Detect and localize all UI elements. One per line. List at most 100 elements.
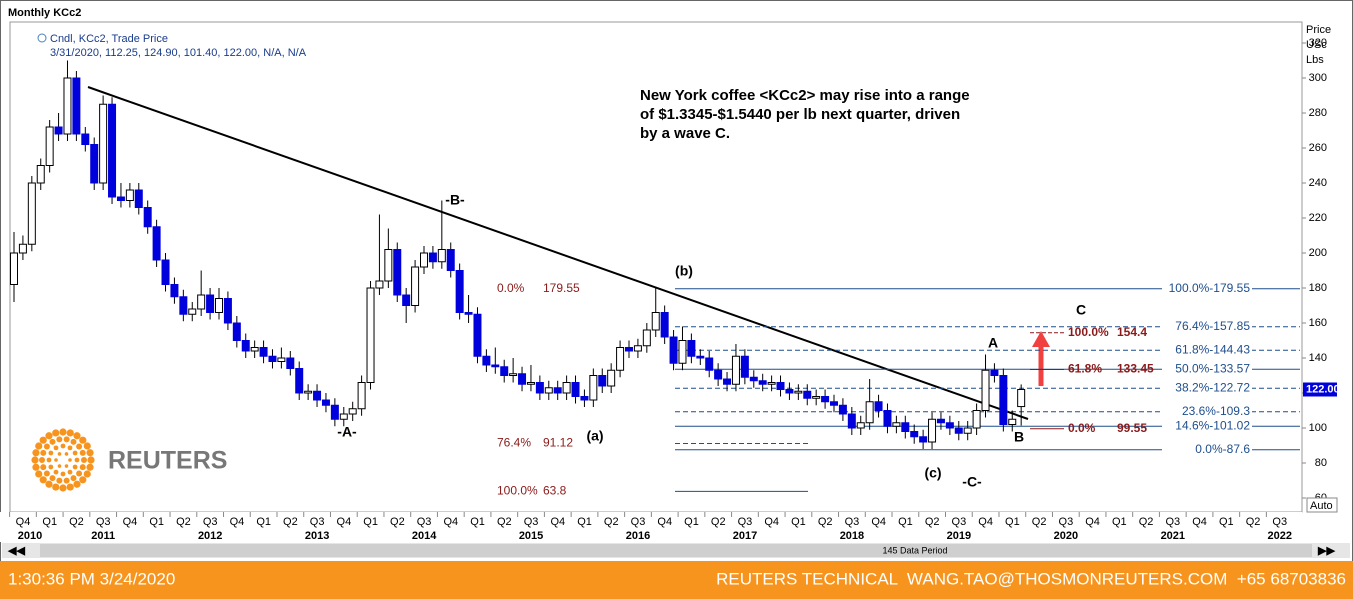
candle-body [963, 427, 972, 434]
logo-dot [35, 442, 43, 450]
candle-body [99, 103, 108, 184]
candle-body [161, 259, 170, 285]
candle-body [108, 103, 117, 198]
x-tick-label: Q2 [497, 516, 512, 528]
scroll-right[interactable]: ▶▶ [1317, 545, 1335, 557]
logo-dot [66, 429, 74, 437]
candle-body [411, 266, 420, 306]
legend-line: 3/31/2020, 112.25, 124.90, 101.40, 122.0… [50, 47, 307, 59]
year-label: 2021 [1161, 530, 1185, 542]
candle-body [714, 369, 723, 380]
logo-dot [52, 483, 60, 491]
candle-body [598, 375, 607, 387]
candle-body [330, 404, 339, 420]
x-tick-label: Q4 [16, 516, 31, 528]
candle-body [152, 226, 161, 261]
year-label: 2022 [1268, 530, 1292, 542]
x-tick-label: Q1 [577, 516, 592, 528]
candle-body [259, 347, 268, 357]
fib-label: 76.4%-157.85 [1175, 319, 1250, 333]
auto-label: Auto [1310, 500, 1333, 512]
candle-body [393, 249, 402, 296]
candle-body [856, 422, 865, 429]
x-tick-label: Q1 [898, 516, 913, 528]
logo-dot [56, 477, 63, 484]
logo-dot [31, 456, 39, 464]
x-tick-label: Q2 [176, 516, 191, 528]
fib-label-bg [1162, 363, 1252, 376]
target-pct: 100.0% [1068, 325, 1109, 339]
logo-dot [48, 450, 54, 456]
x-tick-label: Q3 [417, 516, 432, 528]
x-tick-label: Q4 [871, 516, 886, 528]
y-tick-label: 200 [1309, 247, 1327, 259]
x-tick-label: Q3 [310, 516, 325, 528]
candle-body [357, 382, 366, 410]
logo-dot [46, 457, 52, 463]
logo-dot [40, 449, 47, 456]
candle-body [134, 189, 143, 208]
axis-label: USc [1306, 39, 1327, 51]
year-label: 2014 [412, 530, 437, 542]
wave-label: (b) [675, 263, 693, 279]
logo-dot [79, 464, 86, 471]
candle-body [36, 165, 45, 184]
candle-body [518, 373, 527, 385]
x-tick-label: Q3 [1165, 516, 1180, 528]
candle-body [838, 404, 847, 415]
logo-dot [79, 476, 87, 484]
candle-body [936, 418, 945, 424]
candle-body [785, 389, 794, 394]
candle-body [268, 355, 277, 362]
candle-body [954, 427, 963, 434]
candle-body [402, 294, 411, 306]
year-label: 2011 [91, 530, 115, 542]
candle-body [749, 376, 758, 382]
candle-body [45, 126, 54, 166]
logo-dot [73, 432, 81, 440]
logo-dot [81, 457, 87, 463]
candle-body [348, 408, 357, 415]
y-tick-label: 260 [1309, 142, 1327, 154]
x-tick-label: Q1 [1112, 516, 1127, 528]
candle-body [687, 340, 696, 357]
candle-body [731, 355, 740, 385]
logo-dot [70, 475, 77, 482]
logo-dot [56, 436, 63, 443]
candle-body [482, 355, 491, 366]
y-tick-label: 80 [1315, 457, 1327, 469]
footer-time: 1:30:36 PM 3/24/2020 [8, 569, 175, 588]
candle-body [919, 436, 928, 443]
y-tick-label: 240 [1309, 177, 1327, 189]
scroll-thumb[interactable] [40, 544, 1312, 557]
legend-icon [37, 33, 47, 43]
logo-dot [67, 445, 73, 451]
candle-body [321, 399, 330, 406]
candle-body [535, 382, 544, 394]
fib-label-bg [1162, 382, 1252, 395]
candle-body [740, 355, 749, 378]
x-tick-label: Q4 [337, 516, 352, 528]
logo-dot [60, 443, 66, 449]
candle-body [90, 144, 99, 184]
candle-body [63, 77, 72, 135]
logo-dots [31, 428, 95, 492]
x-tick-label: Q4 [978, 516, 993, 528]
logo-dot [72, 464, 78, 470]
x-tick-label: Q3 [524, 516, 539, 528]
annotation: New York coffee <KCc2> may rise into a r… [640, 87, 970, 104]
x-tick-label: Q1 [1005, 516, 1020, 528]
candle-body [705, 357, 714, 371]
candle-body [223, 298, 232, 324]
logo-dot [45, 480, 53, 488]
scroll-left[interactable]: ◀◀ [7, 545, 25, 557]
candle-body [143, 207, 152, 228]
wave-label: (a) [586, 428, 603, 444]
auto-button[interactable] [1306, 497, 1338, 513]
x-tick-label: Q4 [443, 516, 458, 528]
candle-body [419, 252, 428, 268]
fib-label: 14.6%-101.02 [1175, 418, 1250, 432]
logo-text: REUTERS [108, 447, 227, 475]
candle-body [696, 355, 705, 359]
candle-body [250, 347, 259, 352]
